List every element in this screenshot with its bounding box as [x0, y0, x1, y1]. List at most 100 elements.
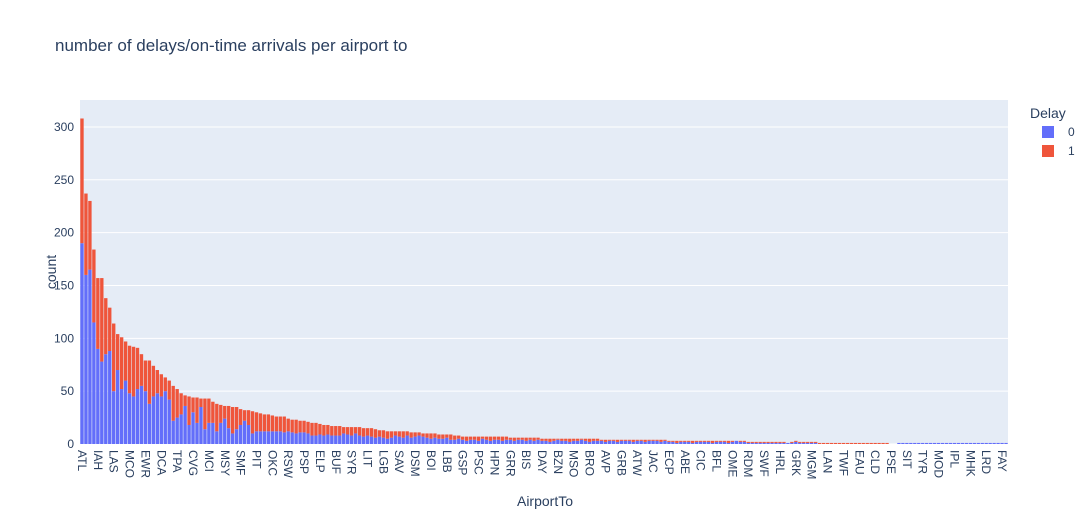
bar	[794, 440, 798, 442]
bar	[314, 422, 318, 436]
bar	[591, 438, 596, 441]
x-tick-label: IPL	[947, 450, 961, 468]
bar	[183, 395, 187, 406]
bar	[433, 433, 437, 438]
y-tick-label: 150	[54, 278, 74, 292]
bar	[480, 436, 485, 439]
bar	[845, 442, 850, 444]
bar	[223, 405, 227, 419]
bar	[278, 416, 282, 432]
bar	[595, 440, 600, 444]
bar	[203, 429, 207, 444]
bar	[334, 435, 338, 444]
bar	[718, 440, 723, 442]
bar	[798, 442, 802, 444]
bar	[179, 393, 183, 415]
bar	[540, 438, 544, 441]
x-tick-label: PIT	[249, 450, 263, 469]
bar	[492, 439, 497, 444]
bar	[484, 436, 489, 440]
bar	[702, 441, 707, 444]
x-tick-label: MHK	[963, 450, 977, 477]
x-tick-label: PSC	[472, 450, 486, 475]
bar	[556, 438, 560, 440]
bar	[702, 440, 707, 442]
bar	[457, 438, 461, 444]
x-tick-label: BOI	[424, 450, 438, 471]
bar	[687, 440, 691, 442]
bar	[393, 431, 397, 436]
bar	[290, 419, 294, 433]
bar	[798, 441, 802, 443]
bar	[389, 431, 393, 438]
bar	[179, 414, 183, 444]
x-tick-label: ELP	[313, 450, 327, 473]
bar	[806, 441, 810, 443]
bar	[286, 431, 290, 444]
bar	[936, 442, 941, 444]
bar	[258, 413, 263, 432]
bar	[587, 438, 592, 442]
bar	[104, 298, 108, 355]
bar	[734, 440, 739, 444]
bar	[952, 442, 957, 444]
bar	[80, 118, 84, 244]
bar	[108, 307, 112, 351]
bar	[770, 442, 774, 444]
bar	[607, 440, 612, 444]
bar	[706, 441, 711, 444]
bar	[207, 398, 211, 423]
bar	[496, 439, 501, 444]
bar	[758, 442, 762, 444]
bar	[159, 396, 163, 444]
x-tick-label: SYR	[345, 450, 359, 475]
bar	[334, 426, 338, 436]
bar	[191, 397, 195, 413]
x-tick-label: OKC	[265, 450, 279, 476]
bar	[84, 274, 88, 444]
bar	[639, 439, 643, 441]
y-tick-label: 250	[54, 173, 74, 187]
bar	[453, 439, 457, 444]
bar	[742, 440, 746, 442]
bar	[802, 441, 806, 443]
bar	[615, 441, 620, 444]
bar	[885, 442, 889, 444]
bar	[560, 440, 564, 444]
bar	[155, 393, 160, 444]
bar	[195, 422, 199, 444]
bar	[472, 436, 477, 440]
bar	[944, 442, 949, 444]
bar	[488, 440, 493, 444]
bar	[623, 440, 627, 444]
x-tick-label: EWR	[138, 450, 152, 478]
bar	[353, 433, 358, 444]
bar	[817, 442, 822, 444]
x-tick-label: GSP	[456, 450, 470, 475]
bar	[409, 437, 413, 444]
bar	[425, 437, 429, 444]
bar	[421, 433, 425, 437]
bar	[417, 435, 421, 444]
bar	[928, 442, 933, 444]
bar	[298, 420, 302, 433]
bar	[409, 432, 413, 438]
x-tick-label: JAC	[646, 450, 660, 473]
x-tick-label: MOD	[932, 450, 946, 478]
bar	[266, 431, 271, 444]
bar	[461, 436, 465, 440]
bar	[710, 440, 715, 443]
bar	[254, 412, 259, 432]
bar	[706, 440, 711, 442]
bar	[813, 441, 818, 443]
bar	[742, 441, 746, 444]
bar	[726, 442, 731, 444]
bar	[445, 437, 449, 444]
bar	[365, 428, 370, 436]
bar	[318, 423, 322, 435]
bar	[357, 427, 362, 436]
x-tick-label: LAN	[821, 450, 835, 473]
bar	[524, 440, 528, 444]
bar	[290, 432, 294, 444]
bar	[389, 437, 393, 444]
